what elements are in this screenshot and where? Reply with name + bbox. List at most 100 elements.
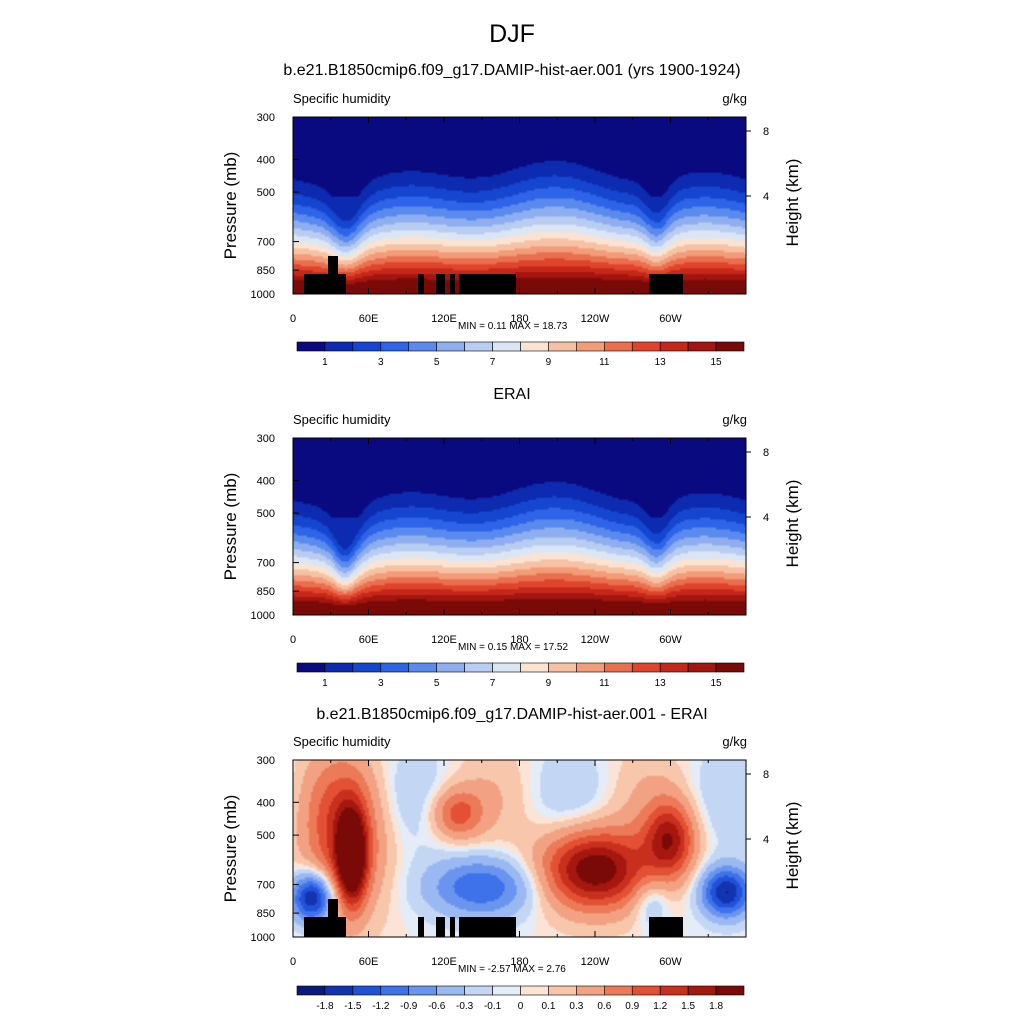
panel-2-colorbar (296, 662, 745, 673)
colorbar-swatch (380, 662, 410, 673)
panel-1-ytick-label: 850 (257, 265, 275, 277)
colorbar-swatch (492, 662, 521, 673)
terrain-mask-7 (649, 917, 683, 937)
colorbar-swatch (436, 985, 465, 996)
panel-3-colorbar-label: 1.2 (653, 1001, 667, 1012)
colorbar-swatch (520, 985, 549, 996)
colorbar-swatch (548, 341, 577, 352)
panel-1-ytick-label: 300 (257, 112, 275, 124)
terrain-mask-4 (436, 917, 445, 937)
panel-2-y2tick-label: 8 (763, 447, 769, 459)
panel-3-ytick-label: 850 (257, 908, 275, 920)
panel-1-xtick-label: 60W (659, 313, 682, 325)
panel-2-colorbar-label: 3 (378, 678, 384, 689)
colorbar-swatch (604, 985, 633, 996)
panel-1-field (293, 117, 746, 294)
panel-3-ytick-label: 300 (257, 755, 275, 767)
colorbar-swatch (352, 662, 382, 673)
panel-1-colorbar-label: 3 (378, 357, 384, 368)
colorbar-swatch (380, 341, 410, 352)
panel-3-colorbar-label: -0.9 (400, 1001, 418, 1012)
panel-3-colorbar-label: 1.8 (709, 1001, 723, 1012)
colorbar-swatch (576, 341, 605, 352)
panel-3-colorbar-label: -1.5 (344, 1001, 362, 1012)
terrain-mask-1 (304, 274, 346, 294)
panel-2-xtick-label: 120E (431, 634, 457, 646)
panel-1-colorbar-label: 5 (434, 357, 440, 368)
panel-2-ytick-label: 700 (257, 558, 275, 570)
terrain-mask-1 (304, 917, 346, 937)
colorbar-swatch (408, 985, 437, 996)
panel-1-colorbar-label: 7 (490, 357, 496, 368)
panel-1-units-label: g/kg (722, 91, 747, 106)
panel-3-xtick-label: 120E (431, 956, 457, 968)
colorbar-swatch (352, 985, 382, 996)
colorbar-swatch (631, 341, 661, 352)
colorbar-swatch (604, 662, 633, 673)
colorbar-swatch (520, 662, 549, 673)
panel-1-y2label: Height (km) (783, 159, 802, 247)
panel-3-xtick-label: 120W (581, 956, 610, 968)
colorbar-swatch (324, 662, 354, 673)
panel-1-xtick-label: 60E (359, 313, 379, 325)
colorbar-swatch (380, 985, 410, 996)
panel-3-ytick-label: 500 (257, 830, 275, 842)
terrain-mask-4 (436, 274, 445, 294)
panel-1-xtick-label: 0 (290, 313, 296, 325)
terrain-mask-7 (649, 274, 683, 294)
panel-1-variable-label: Specific humidity (293, 91, 391, 106)
panel-2-colorbar-label: 5 (434, 678, 440, 689)
colorbar-swatch (464, 662, 493, 673)
panel-2-colorbar-label: 13 (655, 678, 667, 689)
colorbar-swatch (352, 341, 382, 352)
panel-3-colorbar-label: 0.9 (625, 1001, 639, 1012)
colorbar-swatch (436, 341, 465, 352)
panel-2-y2label: Height (km) (783, 480, 802, 568)
panel-2-field-image (293, 438, 746, 615)
panel-2-xtick-label: 60W (659, 634, 682, 646)
colorbar-swatch (548, 985, 577, 996)
panel-2-ytick-label: 300 (257, 433, 275, 445)
panel-3-xtick-label: 180 (510, 956, 528, 968)
panel-2-xtick-label: 120W (581, 634, 610, 646)
colorbar-swatch (631, 662, 661, 673)
panel-2-variable-label: Specific humidity (293, 412, 391, 427)
panel-3-colorbar-label: -0.1 (484, 1001, 502, 1012)
colorbar-swatch (324, 341, 354, 352)
panel-3-colorbar-label: -0.3 (456, 1001, 474, 1012)
panel-1-ytick-label: 700 (257, 237, 275, 249)
colorbar-swatch (715, 985, 745, 996)
panel-3-colorbar-label: 0.6 (597, 1001, 611, 1012)
colorbar-swatch (324, 985, 354, 996)
panel-3-title: b.e21.B1850cmip6.f09_g17.DAMIP-hist-aer.… (316, 706, 708, 723)
panel-2-xtick-label: 180 (510, 634, 528, 646)
panel-3-colorbar-label: 1.5 (681, 1001, 695, 1012)
panel-2-ytick-label: 850 (257, 586, 275, 598)
panel-1-colorbar-label: 13 (655, 357, 667, 368)
panel-3-field-image (293, 760, 746, 937)
colorbar-swatch (408, 662, 437, 673)
panel-1-ytick-label: 400 (257, 154, 275, 166)
panel-1-stats: MIN = 0.11 MAX = 18.73 (458, 321, 568, 332)
panel-2-title: ERAI (493, 386, 531, 403)
main-title: DJF (489, 20, 535, 48)
panel-2-xtick-label: 0 (290, 634, 296, 646)
colorbar-swatch (548, 662, 577, 673)
panel-1-colorbar-label: 9 (546, 357, 552, 368)
colorbar-swatch (296, 985, 326, 996)
colorbar-swatch (687, 341, 717, 352)
panel-2-field (293, 438, 746, 615)
colorbar-swatch (464, 341, 493, 352)
panel-1-xtick-label: 120W (581, 313, 610, 325)
colorbar-swatch (520, 341, 549, 352)
panel-1-field-image (293, 117, 746, 294)
colorbar-swatch (492, 985, 521, 996)
panel-1-colorbar-label: 15 (711, 357, 723, 368)
terrain-mask-5 (450, 917, 455, 937)
panel-3-colorbar-label: 0.3 (569, 1001, 583, 1012)
colorbar-swatch (604, 341, 633, 352)
panel-3-xtick-label: 60W (659, 956, 682, 968)
panel-3-colorbar-label: -1.8 (316, 1001, 334, 1012)
colorbar-swatch (408, 341, 437, 352)
